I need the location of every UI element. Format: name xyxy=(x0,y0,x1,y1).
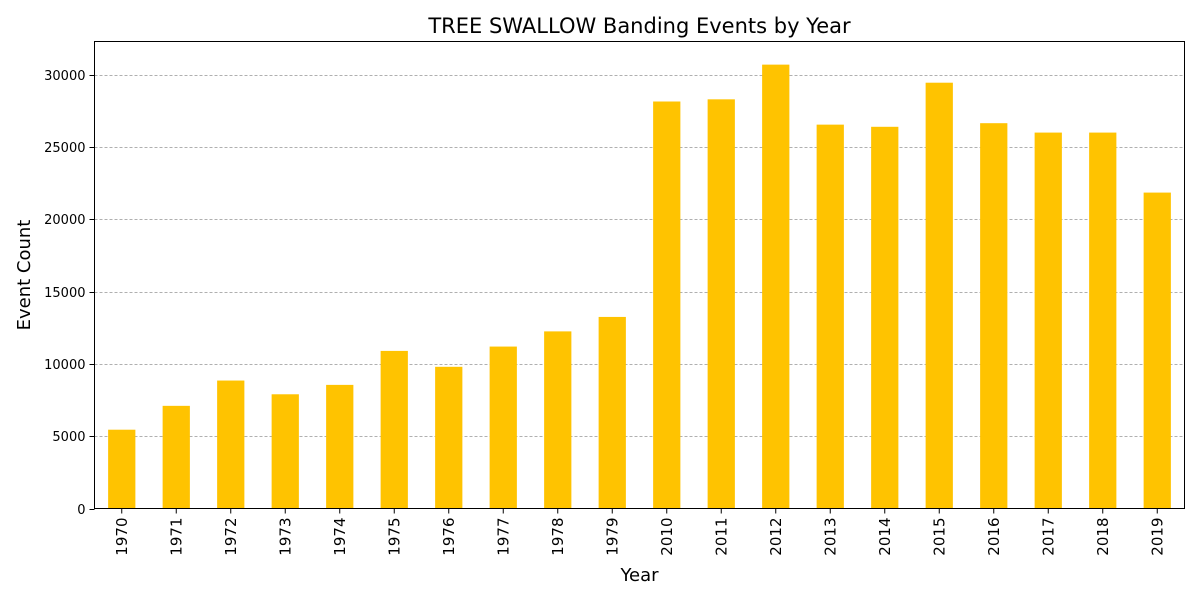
x-axis-label: Year xyxy=(619,565,659,586)
x-tick-label: 2015 xyxy=(930,518,948,556)
bars xyxy=(108,64,1171,509)
x-tick-label: 1978 xyxy=(549,518,567,556)
x-tick-label: 2018 xyxy=(1094,518,1112,556)
x-tick-label: 1977 xyxy=(494,518,512,556)
y-axis-ticks: 0 5000 10000 15000 20000 25000 30000 xyxy=(44,69,95,518)
bar xyxy=(544,331,572,509)
bar xyxy=(489,346,517,509)
y-tick-label: 15000 xyxy=(44,286,85,301)
x-tick-label: 1976 xyxy=(440,518,458,556)
x-tick-label: 1972 xyxy=(222,518,240,556)
x-tick-label: 2013 xyxy=(821,518,839,556)
x-tick-label: 1973 xyxy=(276,518,294,556)
gridlines xyxy=(94,75,1185,437)
x-axis-ticks: 1970 1971 1972 1973 1974 1975 1976 1977 1978 1979… xyxy=(113,508,1166,556)
y-tick-label: 25000 xyxy=(44,141,85,156)
bar xyxy=(653,101,681,509)
bar xyxy=(1089,132,1117,509)
x-tick-label: 1971 xyxy=(167,518,185,556)
y-axis-label: Event Count xyxy=(14,220,35,331)
x-tick-label: 1979 xyxy=(603,518,621,556)
bar xyxy=(707,99,735,509)
y-tick-label: 20000 xyxy=(44,213,85,228)
y-tick-label: 30000 xyxy=(44,69,85,84)
bar xyxy=(271,394,299,509)
bar xyxy=(871,126,899,509)
x-tick-label: 1970 xyxy=(113,518,131,556)
x-tick-label: 2014 xyxy=(876,518,894,556)
x-tick-label: 2016 xyxy=(985,518,1003,556)
bar xyxy=(435,366,463,509)
x-tick-label: 1974 xyxy=(331,518,349,556)
y-tick-label: 5000 xyxy=(52,430,85,445)
plot-frame xyxy=(94,41,1185,509)
bar xyxy=(326,384,354,509)
bar xyxy=(762,64,790,509)
y-tick-label: 0 xyxy=(77,503,85,518)
bar xyxy=(380,350,408,509)
x-tick-label: 1975 xyxy=(385,518,403,556)
bar xyxy=(816,124,844,509)
bar xyxy=(1034,132,1062,509)
x-tick-label: 2011 xyxy=(712,518,730,556)
x-tick-label: 2017 xyxy=(1039,518,1057,556)
x-tick-label: 2019 xyxy=(1148,518,1166,556)
x-tick-label: 2012 xyxy=(767,518,785,556)
bar xyxy=(598,316,626,509)
bar xyxy=(925,82,953,509)
chart-title: TREE SWALLOW Banding Events by Year xyxy=(427,14,851,38)
bar xyxy=(162,405,190,509)
bar xyxy=(108,429,136,509)
bar xyxy=(1143,192,1171,509)
bar xyxy=(980,123,1008,509)
bar xyxy=(217,380,245,509)
x-tick-label: 2010 xyxy=(658,518,676,556)
y-tick-label: 10000 xyxy=(44,358,85,373)
